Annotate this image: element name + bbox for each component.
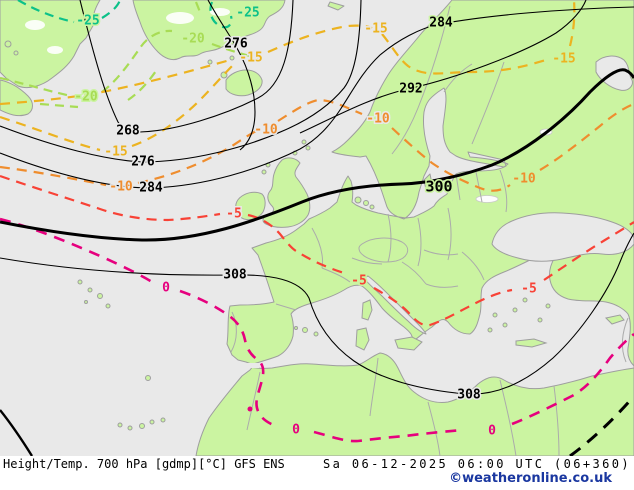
- temp-label: -20: [181, 32, 205, 47]
- caption-line: Height/Temp. 700 hPa [gdmp][°C] GFS ENS …: [0, 456, 634, 471]
- contour-labels: 268 276 276 284 284 292 300 308 308 -25 …: [73, 4, 577, 440]
- temp-label: 0: [488, 424, 496, 439]
- temp-label: -5: [521, 282, 537, 297]
- weather-map: 268 276 276 284 284 292 300 308 308 -25 …: [0, 0, 634, 456]
- land-cyprus: [604, 314, 625, 325]
- height-contour-284: [0, 6, 634, 189]
- height-contour-308: [0, 232, 634, 395]
- temp-label: -15: [239, 51, 262, 66]
- height-contour-292: [299, 0, 587, 134]
- temp-label: -25: [76, 14, 99, 29]
- land-great-britain: [262, 157, 311, 228]
- height-label: 308: [223, 268, 247, 283]
- temp-contour-minus-20: [0, 1, 259, 109]
- country-borders: [230, 5, 629, 456]
- temp-label: -5: [226, 207, 242, 222]
- height-label: 284: [429, 16, 453, 31]
- temp-label: -15: [364, 22, 387, 37]
- land-azores: [77, 279, 83, 285]
- temp-contour-minus-5: [0, 174, 634, 327]
- temp-contour-minus-10: [0, 98, 634, 192]
- land-sardinia: [355, 327, 370, 351]
- temp-label: 0: [162, 281, 170, 296]
- inland-seas: [246, 55, 634, 403]
- temp-label: 0: [292, 423, 300, 438]
- land-corsica: [361, 299, 373, 321]
- weather-map-canvas: 268 276 276 284 284 292 300 308 308 -25 …: [0, 0, 634, 456]
- temp-contour-minus-25: [17, 0, 233, 29]
- land-canaries: [117, 422, 123, 428]
- temp-label: -10: [512, 172, 536, 187]
- land-sicily: [394, 336, 423, 351]
- height-label: 308: [457, 388, 481, 403]
- copyright-link[interactable]: ©weatheronline.co.uk: [449, 471, 612, 486]
- height-label: 268: [116, 124, 140, 139]
- height-contour-276-trough: [0, 0, 362, 163]
- height-contour-276-north: [207, 0, 256, 151]
- temp-label: -20: [74, 90, 98, 105]
- product-label: Height/Temp. 700 hPa [gdmp][°C] GFS ENS: [3, 457, 285, 471]
- copyright-line: ©weatheronline.co.uk: [0, 471, 634, 486]
- temp-label: -5: [351, 274, 367, 289]
- temp-contour-minus-15: [0, 0, 576, 152]
- height-contour-corner-sw: [0, 409, 34, 456]
- height-contour-268: [79, 0, 294, 133]
- height-contour-corner-se: [569, 395, 634, 456]
- sea-black-sea: [491, 212, 634, 262]
- temp-label: -15: [104, 145, 127, 160]
- height-contours: [0, 0, 634, 456]
- sea-mediterranean: [247, 252, 634, 403]
- temp-label: -15: [552, 52, 575, 67]
- height-label: 276: [131, 155, 155, 170]
- lake-1: [475, 195, 499, 203]
- sea-gibraltar-strait: [246, 363, 259, 368]
- caption-bar: Height/Temp. 700 hPa [gdmp][°C] GFS ENS …: [0, 456, 634, 490]
- land-crete: [515, 338, 548, 348]
- height-label: 292: [399, 82, 422, 97]
- height-label: 300: [425, 178, 452, 196]
- temp-label: -10: [366, 112, 390, 127]
- land-madeira: [145, 375, 151, 381]
- land-labrador: [0, 79, 33, 117]
- ice-and-lakes: [25, 8, 553, 203]
- land-islet-north: [327, 1, 345, 11]
- temp-label: -10: [109, 180, 133, 195]
- mediterranean-islands: [294, 297, 625, 351]
- temp-label: -10: [254, 123, 278, 138]
- height-label: 276: [224, 37, 248, 52]
- height-contour-300: [0, 68, 634, 242]
- valid-time-label: Sa 06-12-2025 06:00 UTC (06+360): [323, 457, 631, 471]
- temp-label: -25: [236, 6, 259, 21]
- height-label: 284: [139, 181, 163, 196]
- land-greenland-west: [0, 0, 101, 89]
